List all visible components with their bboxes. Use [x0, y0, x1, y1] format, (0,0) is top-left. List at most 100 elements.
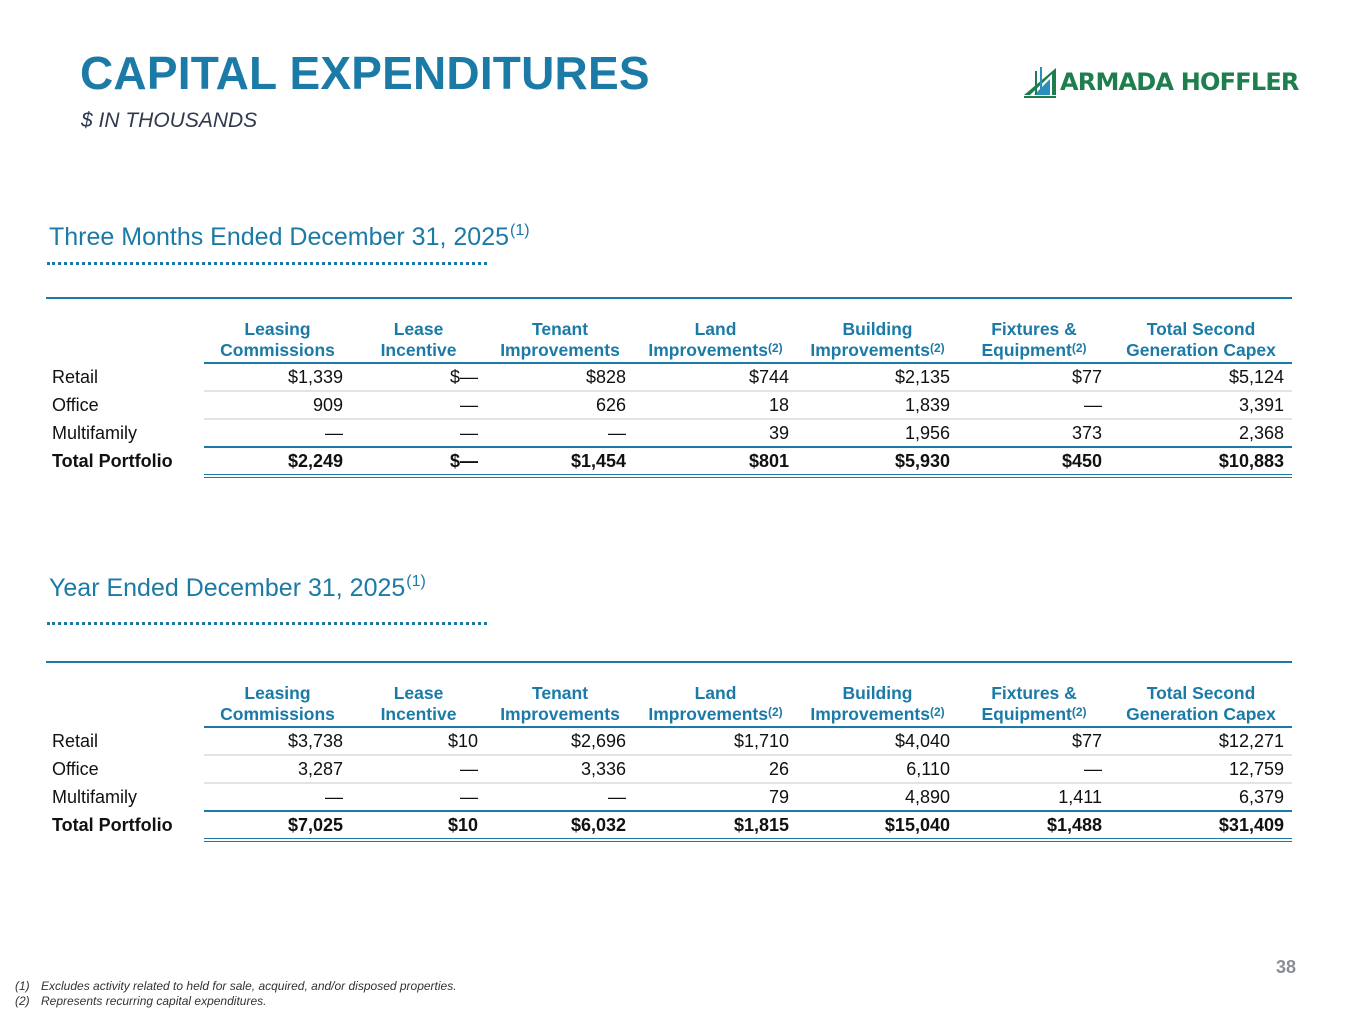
- table-cell: $1,339: [204, 363, 351, 392]
- table-row: Retail $3,738 $10 $2,696 $1,710 $4,040 $…: [46, 727, 1292, 756]
- table-cell: $77: [958, 727, 1110, 756]
- footnote-text: Excludes activity related to held for sa…: [41, 979, 457, 993]
- table-cell: $3,738: [204, 727, 351, 756]
- section-heading-three-months: Three Months Ended December 31, 2025(1): [49, 222, 530, 252]
- total-cell: $15,040: [797, 810, 958, 842]
- total-cell: $—: [351, 446, 486, 478]
- total-cell: $2,249: [204, 446, 351, 478]
- table-cell: $—: [351, 363, 486, 392]
- total-cell: $31,409: [1110, 810, 1292, 842]
- total-cell: $10,883: [1110, 446, 1292, 478]
- footnotes: (1) Excludes activity related to held fo…: [15, 979, 457, 1009]
- row-label: Office: [52, 394, 99, 415]
- table-row: Retail $1,339 $— $828 $744 $2,135 $77 $5…: [46, 363, 1292, 392]
- table-row: Multifamily — — — 79 4,890 1,411 6,379: [46, 783, 1292, 811]
- footnote-number: (2): [15, 994, 30, 1008]
- footnote-text: Represents recurring capital expenditure…: [41, 994, 267, 1008]
- table-cell: —: [958, 391, 1110, 420]
- header-tenant-improvements: Tenant Improvements: [486, 662, 634, 728]
- total-cell: $1,815: [634, 810, 797, 842]
- table-header-row: Leasing Commissions Lease Incentive Tenant…: [46, 662, 1292, 728]
- footnote: (1) Excludes activity related to held fo…: [15, 979, 457, 994]
- dotted-divider: [47, 262, 487, 265]
- section-heading-text: Year Ended December 31, 2025: [49, 574, 406, 602]
- section-heading-note: (1): [406, 573, 426, 590]
- header-land-improvements: Land Improvements(2): [634, 298, 797, 364]
- dotted-divider: [47, 622, 487, 625]
- table-cell: $5,124: [1110, 363, 1292, 392]
- table-cell: —: [325, 786, 343, 807]
- table-row: Office 909 — 626 18 1,839 — 3,391: [46, 391, 1292, 420]
- table-cell: 6,110: [797, 755, 958, 784]
- header-building-improvements: Building Improvements(2): [797, 298, 958, 364]
- table-cell: 3,391: [1110, 391, 1292, 420]
- table-cell: —: [460, 422, 478, 443]
- table-cell: $77: [958, 363, 1110, 392]
- header-lease-incentive: Lease Incentive: [351, 298, 486, 364]
- table-cell: 1,839: [797, 391, 958, 420]
- table-cell: —: [351, 391, 486, 420]
- table-cell: 6,379: [1238, 786, 1284, 807]
- header-total-second-generation-capex: Total Second Generation Capex: [1110, 298, 1292, 364]
- table-cell: —: [608, 786, 626, 807]
- header-total-second-generation-capex: Total Second Generation Capex: [1110, 662, 1292, 728]
- total-cell: $450: [958, 446, 1110, 478]
- header-leasing-commissions: Leasing Commissions: [204, 662, 351, 728]
- table-cell: $12,271: [1110, 727, 1292, 756]
- row-label: Retail: [52, 730, 99, 751]
- capex-table-year: Leasing Commissions Lease Incentive Tenant…: [46, 661, 1292, 842]
- table-cell: 373: [1071, 422, 1102, 443]
- table-cell: 3,336: [486, 755, 634, 784]
- table-cell: 1,956: [904, 422, 950, 443]
- total-row: Total Portfolio $7,025 $10 $6,032 $1,815…: [46, 810, 1292, 842]
- table-cell: $2,135: [797, 363, 958, 392]
- footnote-number: (1): [15, 979, 30, 993]
- table-cell: 626: [486, 391, 634, 420]
- page-number: 38: [1275, 957, 1296, 977]
- total-cell: $10: [351, 810, 486, 842]
- table-cell: $10: [351, 727, 486, 756]
- total-row-label: Total Portfolio: [52, 451, 173, 471]
- table-cell: —: [351, 755, 486, 784]
- table-cell: 12,759: [1110, 755, 1292, 784]
- table-cell: 1,411: [1058, 786, 1102, 807]
- table-cell: 26: [634, 755, 797, 784]
- table-cell: —: [958, 755, 1110, 784]
- table-cell: —: [460, 786, 478, 807]
- logo-wordmark: ARMADA HOFFLER: [1060, 68, 1299, 96]
- table-cell: 4,890: [904, 786, 950, 807]
- table-cell: $1,710: [634, 727, 797, 756]
- capex-table-three-months: Leasing Commissions Lease Incentive Tenant…: [46, 297, 1292, 478]
- row-label: Office: [52, 758, 99, 779]
- table-cell: $2,696: [486, 727, 634, 756]
- section-heading-note: (1): [510, 222, 530, 239]
- total-cell: $801: [634, 446, 797, 478]
- header-tenant-improvements: Tenant Improvements: [486, 298, 634, 364]
- table-cell: 18: [634, 391, 797, 420]
- page-title: CAPITAL EXPENDITURES: [80, 47, 650, 99]
- header-building-improvements: Building Improvements(2): [797, 662, 958, 728]
- table-row: Office 3,287 — 3,336 26 6,110 — 12,759: [46, 755, 1292, 784]
- table-cell: 39: [768, 422, 789, 443]
- header-lease-incentive: Lease Incentive: [351, 662, 486, 728]
- armada-hoffler-logo-icon: [1024, 67, 1056, 98]
- table-cell: 3,287: [204, 755, 351, 784]
- total-cell: $7,025: [204, 810, 351, 842]
- row-label: Multifamily: [52, 422, 138, 443]
- header-fixtures-equipment: Fixtures & Equipment(2): [958, 298, 1110, 364]
- company-logo: ARMADA HOFFLER: [1022, 64, 1302, 100]
- table-cell: $828: [486, 363, 634, 392]
- table-cell: 909: [204, 391, 351, 420]
- table-cell: 79: [768, 786, 789, 807]
- table-cell: $4,040: [797, 727, 958, 756]
- row-label: Retail: [52, 366, 99, 387]
- table-row: Multifamily — — — 39 1,956 373 2,368: [46, 419, 1292, 447]
- section-heading-year: Year Ended December 31, 2025(1): [49, 573, 426, 603]
- total-cell: $1,454: [486, 446, 634, 478]
- total-row: Total Portfolio $2,249 $— $1,454 $801 $5…: [46, 446, 1292, 478]
- total-row-label: Total Portfolio: [52, 815, 173, 835]
- header-fixtures-equipment: Fixtures & Equipment(2): [958, 662, 1110, 728]
- header-blank: [46, 298, 204, 363]
- table-cell: —: [608, 422, 626, 443]
- total-cell: $1,488: [958, 810, 1110, 842]
